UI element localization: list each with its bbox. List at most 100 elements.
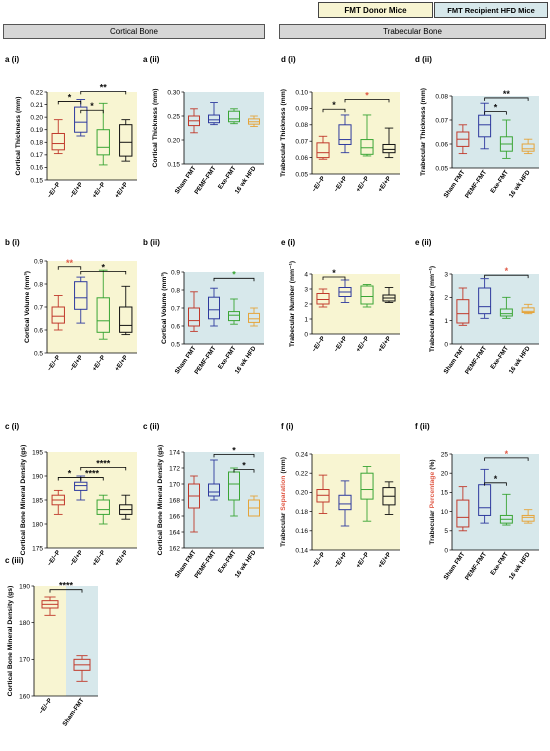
- box-iqr: [228, 311, 240, 322]
- box-2: [360, 466, 374, 522]
- category-label: −E/−P: [311, 551, 327, 569]
- sig-label: *: [494, 474, 498, 484]
- y-tick-label: 174: [169, 449, 180, 456]
- category-label: Exe-FMT: [217, 345, 238, 371]
- box-iqr: [499, 308, 513, 317]
- y-tick-label: 170: [169, 481, 180, 488]
- y-tick-label: 160: [19, 693, 30, 700]
- box-iqr: [338, 494, 352, 511]
- panel-label: b (i): [5, 238, 20, 247]
- chart-di: d (i) 0.05 0.06 0.07 0.08 0.09 0.10 Trabecular …: [280, 55, 400, 193]
- sig-line: [80, 109, 104, 114]
- y-axis-label: Cortical Thickness (mm): [15, 97, 22, 176]
- sig-line: [484, 97, 529, 101]
- y-tick-label: 1: [304, 316, 308, 323]
- box-1: [74, 99, 88, 137]
- box-0: [316, 135, 330, 160]
- y-tick-label: 0.16: [295, 528, 308, 535]
- box-iqr: [316, 293, 330, 305]
- y-axis-label-part: Percentage: [429, 472, 436, 509]
- sig-label: *: [332, 268, 336, 278]
- sig-line: [322, 108, 346, 113]
- y-tick-label: 170: [19, 657, 30, 664]
- sig-line: [484, 482, 507, 486]
- sig-label: **: [66, 258, 74, 268]
- y-tick-label: 2: [444, 295, 448, 302]
- y-tick-label: 162: [169, 545, 180, 552]
- y-tick-label: 20: [441, 471, 449, 478]
- category-label: +E/−P: [91, 354, 107, 372]
- sig-bracket-0: *: [322, 100, 346, 113]
- y-tick-label: 0.20: [295, 490, 308, 497]
- chart-fii: f (ii) 0 5 10 15 20 25 Trabecular Percentage (%…: [415, 422, 539, 582]
- y-axis-label: Cortical Bone Mineral Density (gs): [7, 586, 14, 697]
- sig-label: *: [101, 262, 105, 272]
- box-1: [478, 102, 492, 150]
- sig-bracket-0: ****: [49, 581, 83, 593]
- box-iqr: [521, 514, 535, 522]
- sig-bracket-2: **: [80, 82, 127, 95]
- box-2: [228, 108, 240, 125]
- box-iqr: [316, 142, 330, 159]
- plot-bg: [312, 92, 400, 174]
- box-iqr: [521, 307, 535, 314]
- box-0: [316, 288, 330, 308]
- box-0: [188, 475, 200, 533]
- sig-bracket-0: *: [484, 266, 529, 279]
- category-label: 16 wk HFD: [508, 551, 532, 581]
- y-axis-label-part: Separation: [280, 476, 287, 511]
- box-1: [338, 279, 352, 303]
- box-iqr: [382, 143, 396, 154]
- trabecular-header-label: Trabecular Bone: [383, 27, 442, 36]
- box-iqr: [74, 481, 88, 491]
- box-iqr: [74, 281, 88, 310]
- sig-label: ****: [85, 468, 100, 478]
- y-tick-label: 3: [444, 271, 448, 278]
- chart-ei: e (i) 0 1 2 3 4 Trabecular Number (mm⁻¹) −E/−P −…: [281, 238, 400, 353]
- box-iqr: [360, 285, 374, 305]
- chart-dii: d (ii) 0.05 0.06 0.07 0.08 Trabecular Thickne…: [415, 55, 539, 200]
- chart-ci: c (i) 175 180 185 190 195 Cortical Bone Minera…: [5, 422, 137, 567]
- y-tick-label: 175: [32, 545, 43, 552]
- legend-donor-label: FMT Donor Mice: [344, 5, 407, 15]
- sig-label: ****: [59, 581, 74, 591]
- sig-bracket-0: *: [484, 103, 507, 115]
- box-3: [521, 303, 535, 315]
- y-tick-label: 0.9: [171, 269, 180, 276]
- box-iqr: [478, 114, 492, 138]
- category-label: PEMF-FMT: [464, 551, 488, 582]
- sig-bracket-0: *: [213, 445, 255, 458]
- y-tick-label: 0.6: [171, 323, 180, 330]
- legend-recipient-label: FMT Recipient HFD Mice: [447, 5, 535, 15]
- sig-bracket-0: **: [57, 258, 82, 270]
- y-tick-label: 0.15: [30, 177, 43, 184]
- category-label: +E/+P: [114, 354, 130, 372]
- box-3: [119, 285, 133, 336]
- y-tick-label: 15: [441, 490, 449, 497]
- plot-bg-donor: [34, 586, 66, 696]
- sig-label: *: [232, 269, 236, 279]
- box-0: [456, 124, 470, 155]
- y-tick-label: 0.07: [435, 117, 448, 124]
- category-label: +E/−P: [355, 335, 371, 353]
- sig-bracket-0: *: [484, 474, 507, 486]
- box-2: [499, 493, 513, 526]
- category-label: −E/−P: [311, 175, 327, 193]
- category-label: Exe-FMT: [489, 345, 510, 371]
- chart-cii: c (ii) 162 164 166 168 170 172 174 Cortical Bone…: [143, 422, 264, 580]
- y-tick-label: 0.18: [295, 509, 308, 516]
- box-3: [248, 115, 260, 128]
- box-1: [208, 459, 220, 501]
- box-1: [338, 114, 352, 154]
- y-tick-label: 166: [169, 513, 180, 520]
- legend-recipient: FMT Recipient HFD Mice: [434, 2, 548, 18]
- box-iqr: [228, 110, 240, 123]
- sig-line: [344, 98, 390, 103]
- box-3: [248, 307, 260, 327]
- category-label: Sham-FMT: [61, 697, 85, 728]
- sig-label: **: [503, 89, 511, 99]
- sig-label: *: [505, 266, 509, 276]
- sig-label: *: [505, 449, 509, 459]
- category-label: −E/+P: [333, 551, 349, 569]
